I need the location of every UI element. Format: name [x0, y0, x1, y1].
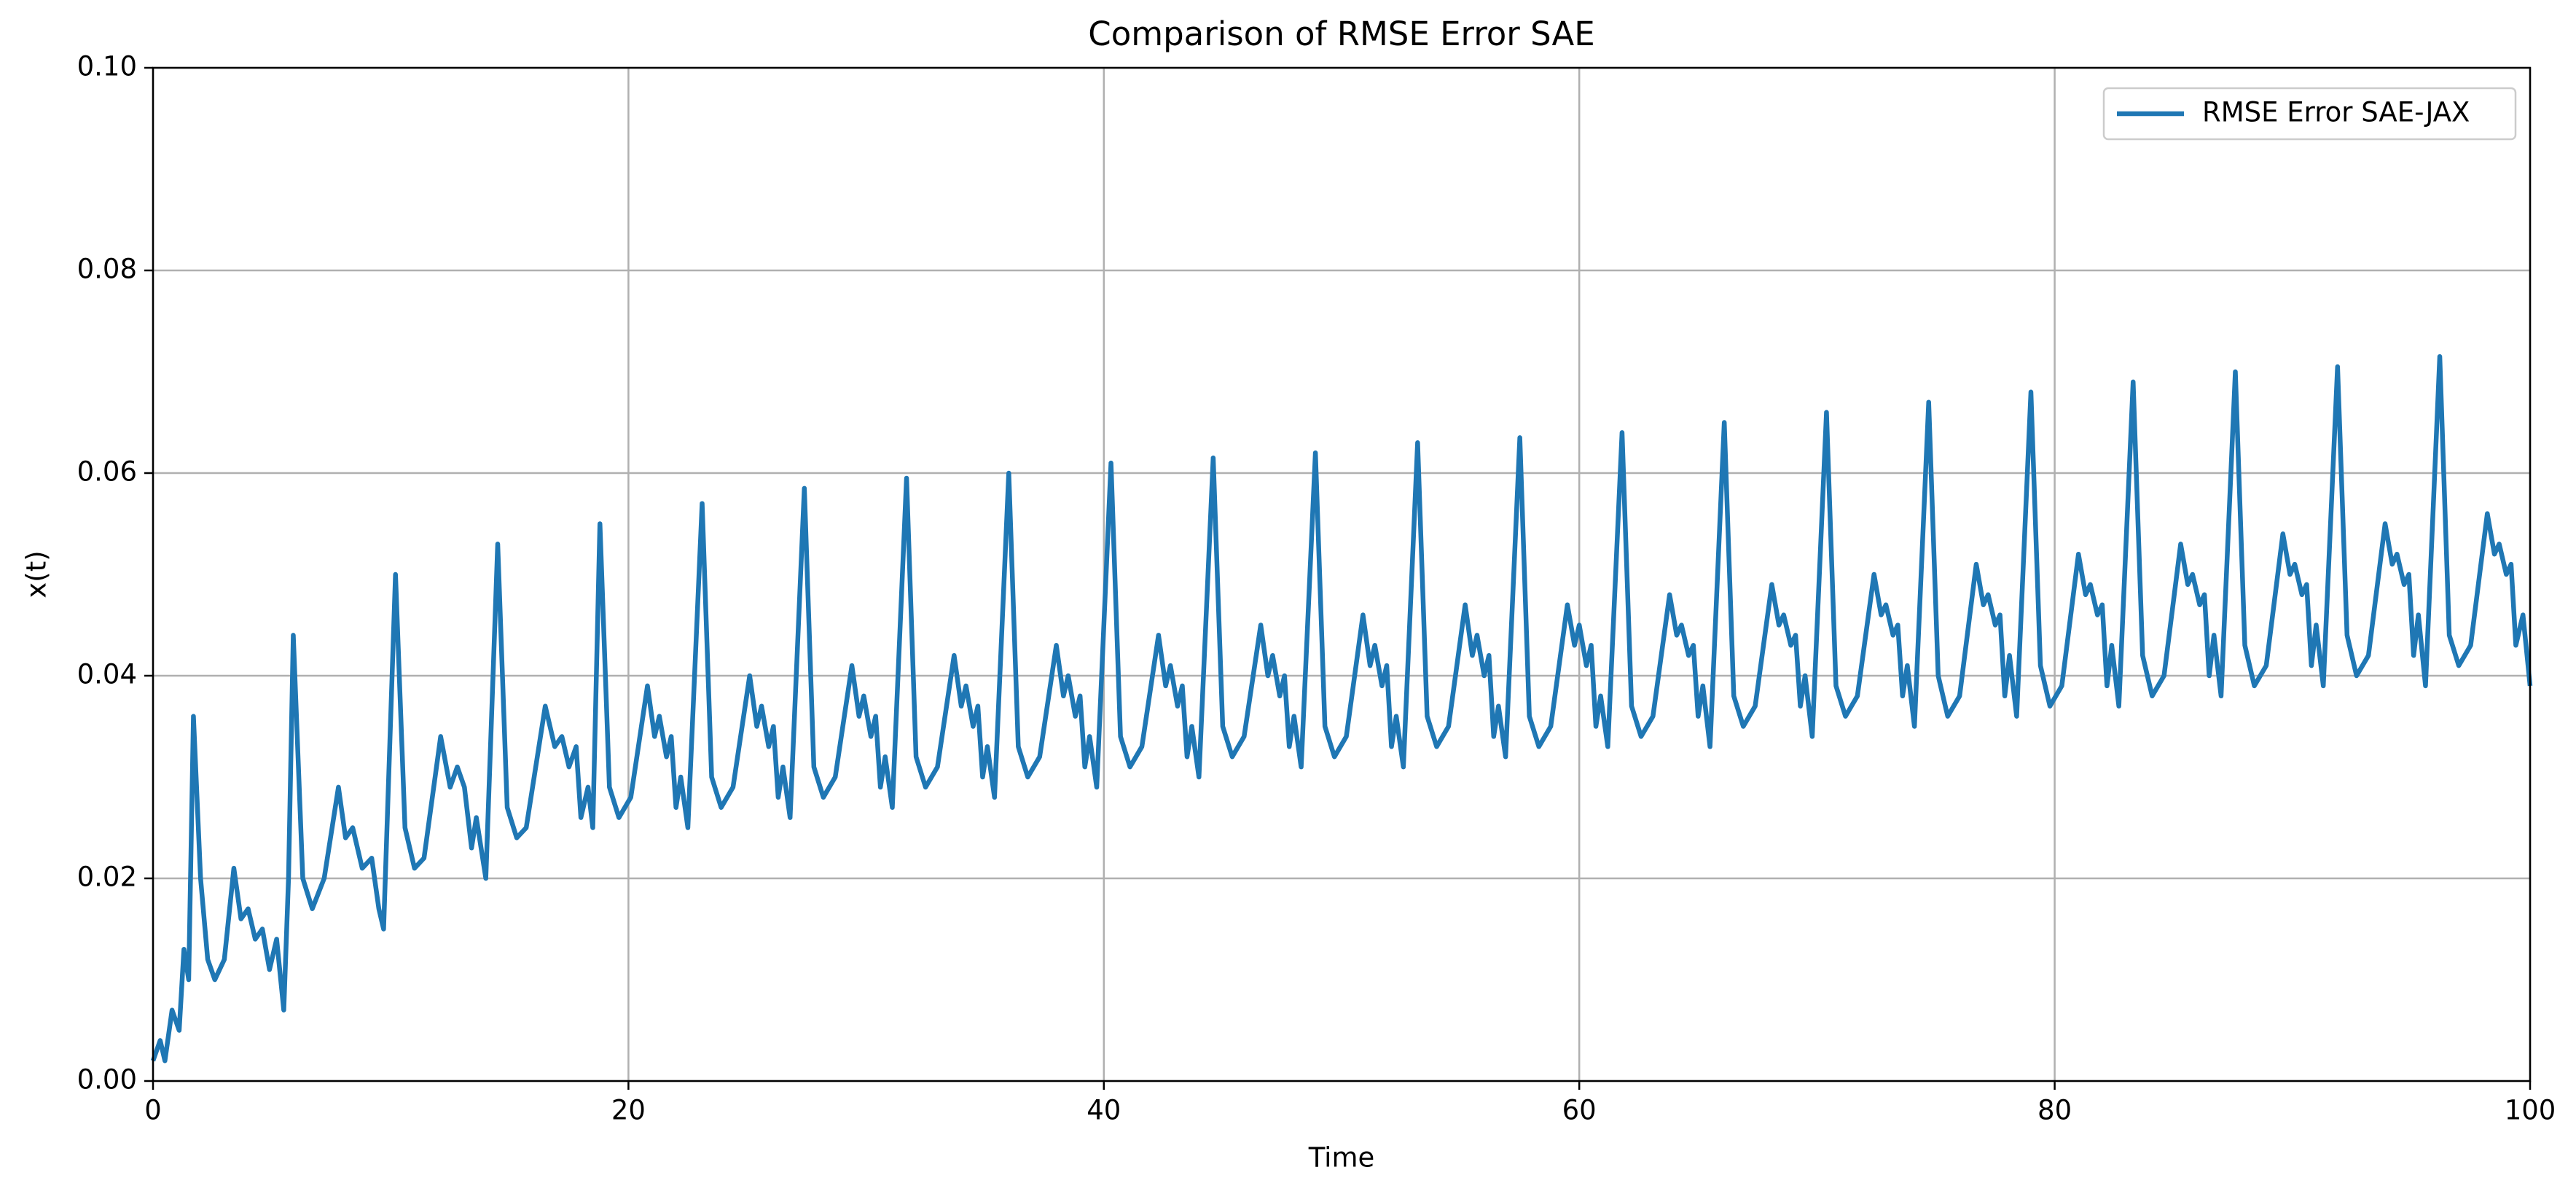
x-tick-label: 40: [1087, 1095, 1121, 1126]
x-tick-label: 0: [144, 1095, 162, 1126]
x-tick-label: 20: [611, 1095, 646, 1126]
x-tick-label: 80: [2037, 1095, 2072, 1126]
y-tick-label: 0.06: [77, 456, 137, 488]
legend: RMSE Error SAE-JAX: [2102, 87, 2517, 141]
x-tick-label: 60: [1562, 1095, 1597, 1126]
legend-label: RMSE Error SAE-JAX: [2202, 97, 2470, 128]
y-tick-label: 0.10: [77, 51, 137, 82]
y-tick-label: 0.04: [77, 659, 137, 690]
x-axis-label: Time: [1308, 1142, 1375, 1174]
y-axis-label: x(t): [21, 550, 52, 598]
legend-box: [2102, 87, 2517, 141]
plot-frame: [152, 66, 2532, 1082]
y-tick-label: 0.00: [77, 1064, 137, 1096]
data-line: [150, 354, 2533, 1064]
y-tick-label: 0.02: [77, 862, 137, 893]
chart-title: Comparison of RMSE Error SAE: [1088, 15, 1594, 53]
y-tick-label: 0.08: [77, 254, 137, 285]
x-tick-label: 100: [2505, 1095, 2556, 1126]
